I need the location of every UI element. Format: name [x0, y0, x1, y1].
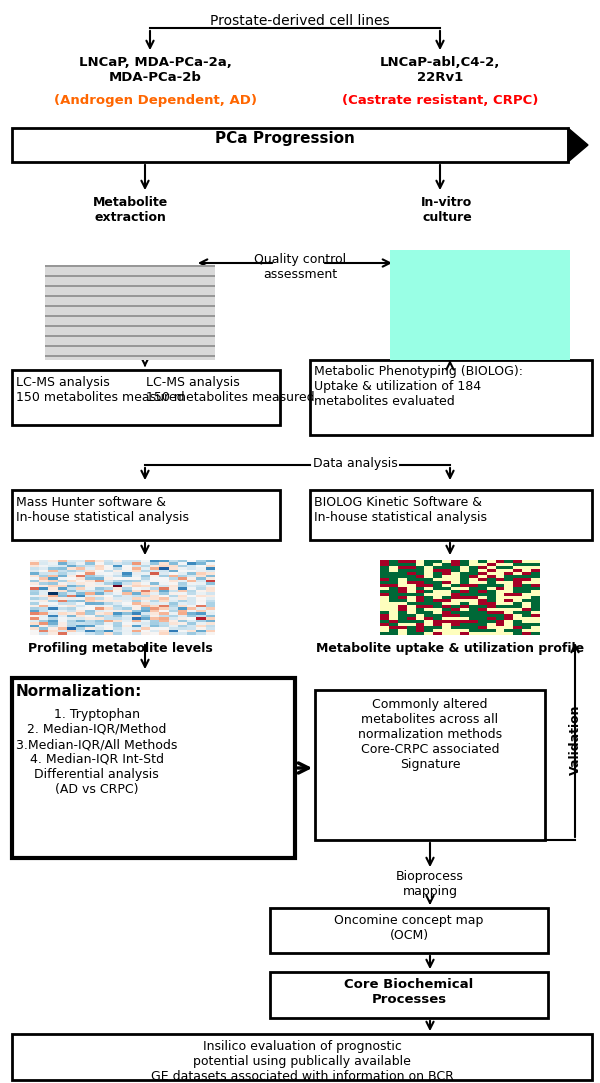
- Text: 1. Tryptophan
2. Median-IQR/Method
3.Median-IQR/All Methods
4. Median-IQR Int-St: 1. Tryptophan 2. Median-IQR/Method 3.Med…: [16, 708, 178, 796]
- Text: Validation: Validation: [569, 705, 581, 775]
- Text: Profiling metabolite levels: Profiling metabolite levels: [28, 642, 212, 655]
- Text: Mass Hunter software &
In-house statistical analysis: Mass Hunter software & In-house statisti…: [16, 496, 189, 524]
- Text: (Androgen Dependent, AD): (Androgen Dependent, AD): [53, 94, 257, 107]
- Bar: [12, 370, 280, 425]
- Bar: [310, 360, 592, 435]
- Text: LC-MS analysis
150 metabolites measured: LC-MS analysis 150 metabolites measured: [16, 376, 185, 404]
- Text: Oncomine concept map
(OCM): Oncomine concept map (OCM): [334, 914, 484, 942]
- Bar: [310, 490, 592, 540]
- Bar: [12, 678, 295, 858]
- Text: Quality control
assessment: Quality control assessment: [254, 253, 346, 280]
- Text: Insilico evaluation of prognostic
potential using publically available
GE datase: Insilico evaluation of prognostic potent…: [151, 1040, 454, 1083]
- Bar: [315, 690, 545, 840]
- Text: Prostate-derived cell lines: Prostate-derived cell lines: [210, 14, 390, 28]
- Text: Metabolic Phenotyping (BIOLOG):
Uptake & utilization of 184
metabolites evaluate: Metabolic Phenotyping (BIOLOG): Uptake &…: [314, 365, 523, 408]
- Text: In-vitro
culture: In-vitro culture: [421, 196, 473, 224]
- Text: LC-MS analysis
150 metabolites measured: LC-MS analysis 150 metabolites measured: [146, 376, 314, 404]
- Text: LNCaP-abl,C4-2,
22Rv1: LNCaP-abl,C4-2, 22Rv1: [380, 56, 500, 84]
- Text: Commonly altered
metabolites across all
normalization methods
Core-CRPC associat: Commonly altered metabolites across all …: [358, 699, 502, 771]
- Bar: [12, 128, 568, 162]
- Text: LNCaP, MDA-PCa-2a,
MDA-PCa-2b: LNCaP, MDA-PCa-2a, MDA-PCa-2b: [79, 56, 232, 84]
- Bar: [270, 973, 548, 1018]
- Bar: [12, 1034, 592, 1080]
- Text: PCa Progression: PCa Progression: [215, 131, 355, 146]
- Text: Metabolite uptake & utilization profile: Metabolite uptake & utilization profile: [316, 642, 584, 655]
- Text: Normalization:: Normalization:: [16, 684, 142, 699]
- Text: Bioprocess
mapping: Bioprocess mapping: [396, 870, 464, 898]
- Text: (Castrate resistant, CRPC): (Castrate resistant, CRPC): [342, 94, 538, 107]
- Bar: [12, 490, 280, 540]
- Text: Core Biochemical
Processes: Core Biochemical Processes: [344, 978, 473, 1006]
- Text: Data analysis: Data analysis: [313, 457, 397, 470]
- Polygon shape: [568, 128, 588, 162]
- Text: Metabolite
extraction: Metabolite extraction: [92, 196, 167, 224]
- Bar: [270, 908, 548, 953]
- Text: BIOLOG Kinetic Software &
In-house statistical analysis: BIOLOG Kinetic Software & In-house stati…: [314, 496, 487, 524]
